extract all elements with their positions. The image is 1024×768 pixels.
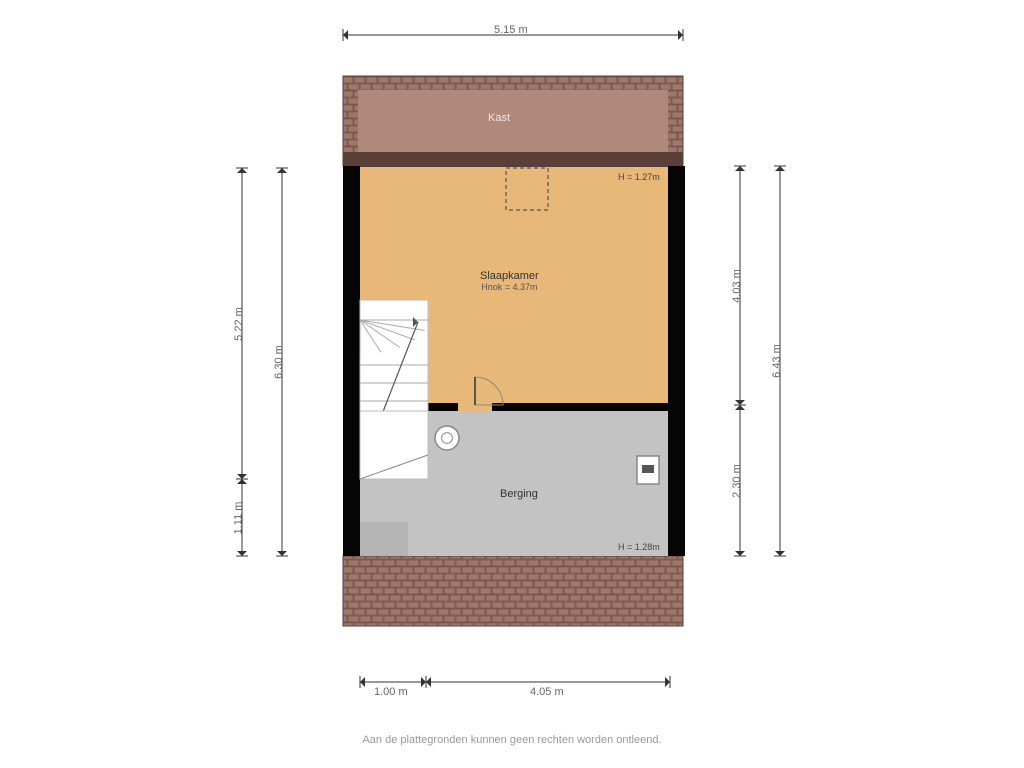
h-note-1: H = 1.28m — [618, 542, 660, 552]
floor-plan-stage: 5.15 m 1.00 m 4.05 m 1.11 m 5.22 m 6.30 … — [0, 0, 1024, 768]
dim-right-2: 6.43 m — [771, 344, 783, 378]
room-label-kast: Kast — [488, 112, 510, 124]
dim-bottom-0: 1.00 m — [374, 686, 408, 698]
dim-top-0: 5.15 m — [494, 24, 528, 36]
room-label-berging: Berging — [500, 488, 538, 500]
dim-right-1: 2.30 m — [731, 464, 743, 498]
room-label-slaapkamer: Slaapkamer Hnok = 4.37m — [480, 270, 539, 292]
dim-bottom-1: 4.05 m — [530, 686, 564, 698]
dim-left-2: 6.30 m — [273, 345, 285, 379]
dim-left-1: 5.22 m — [233, 307, 245, 341]
dim-right-0: 4.03 m — [731, 269, 743, 303]
floor-plan-svg — [0, 0, 1024, 768]
room-label-slaapkamer-text: Slaapkamer — [480, 270, 539, 282]
h-note-0: H = 1.27m — [618, 172, 660, 182]
room-label-slaapkamer-sub: Hnok = 4.37m — [480, 282, 539, 292]
dim-left-0: 1.11 m — [232, 502, 244, 535]
disclaimer-text: Aan de plattegronden kunnen geen rechten… — [0, 734, 1024, 746]
